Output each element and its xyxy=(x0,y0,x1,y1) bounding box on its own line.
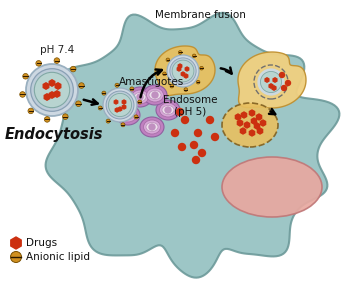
Circle shape xyxy=(108,94,132,117)
Circle shape xyxy=(28,108,34,114)
Circle shape xyxy=(184,88,188,91)
Circle shape xyxy=(172,60,194,82)
Text: Endocytosis: Endocytosis xyxy=(5,127,104,142)
Ellipse shape xyxy=(109,92,127,106)
Ellipse shape xyxy=(143,85,167,105)
Circle shape xyxy=(281,86,287,91)
Polygon shape xyxy=(155,46,215,96)
Ellipse shape xyxy=(162,106,174,114)
Circle shape xyxy=(98,106,102,110)
Circle shape xyxy=(130,87,134,91)
Ellipse shape xyxy=(134,93,146,101)
Circle shape xyxy=(76,101,81,106)
Text: Endosome
(pH 5): Endosome (pH 5) xyxy=(163,95,217,117)
Circle shape xyxy=(134,115,138,119)
Ellipse shape xyxy=(106,89,130,109)
Ellipse shape xyxy=(156,100,180,120)
Circle shape xyxy=(34,72,70,108)
Circle shape xyxy=(198,150,206,157)
Circle shape xyxy=(79,83,84,88)
Circle shape xyxy=(179,143,185,150)
Ellipse shape xyxy=(222,157,322,217)
Ellipse shape xyxy=(144,120,160,134)
Polygon shape xyxy=(238,52,306,108)
Circle shape xyxy=(196,80,200,84)
Circle shape xyxy=(138,100,142,104)
Circle shape xyxy=(261,71,281,93)
Circle shape xyxy=(171,130,179,137)
Circle shape xyxy=(207,117,213,124)
Circle shape xyxy=(11,252,22,263)
Circle shape xyxy=(121,123,125,127)
Circle shape xyxy=(193,157,199,163)
Ellipse shape xyxy=(159,103,176,117)
Ellipse shape xyxy=(112,94,124,104)
Circle shape xyxy=(176,109,184,116)
Text: Amastigotes: Amastigotes xyxy=(119,77,185,87)
Circle shape xyxy=(115,83,119,87)
Circle shape xyxy=(23,73,28,79)
Circle shape xyxy=(182,117,188,124)
Text: Drugs: Drugs xyxy=(26,238,57,248)
Circle shape xyxy=(115,96,121,102)
Circle shape xyxy=(44,117,50,122)
Circle shape xyxy=(279,73,285,78)
Circle shape xyxy=(54,58,60,63)
Circle shape xyxy=(200,66,203,70)
Circle shape xyxy=(286,81,290,86)
Circle shape xyxy=(26,64,78,116)
Circle shape xyxy=(258,68,285,96)
Circle shape xyxy=(192,54,196,58)
Circle shape xyxy=(170,84,174,88)
Ellipse shape xyxy=(146,88,163,102)
Ellipse shape xyxy=(116,105,140,125)
Circle shape xyxy=(106,91,134,119)
Ellipse shape xyxy=(119,108,136,122)
Circle shape xyxy=(152,92,158,98)
Circle shape xyxy=(211,134,219,140)
Ellipse shape xyxy=(122,111,134,119)
Text: Membrane fusion: Membrane fusion xyxy=(155,10,246,20)
Circle shape xyxy=(165,107,171,113)
Circle shape xyxy=(149,124,155,130)
Circle shape xyxy=(137,94,143,100)
Ellipse shape xyxy=(140,117,164,137)
Circle shape xyxy=(103,88,137,122)
Circle shape xyxy=(170,58,196,84)
Ellipse shape xyxy=(146,122,158,132)
Circle shape xyxy=(102,91,106,95)
Circle shape xyxy=(125,112,131,118)
Circle shape xyxy=(166,58,170,62)
Circle shape xyxy=(20,92,25,97)
Circle shape xyxy=(179,51,182,54)
Polygon shape xyxy=(45,13,339,278)
Text: pH 7.4: pH 7.4 xyxy=(40,45,74,55)
Text: Anionic lipid: Anionic lipid xyxy=(26,252,90,262)
Circle shape xyxy=(63,114,68,119)
Ellipse shape xyxy=(149,91,161,99)
Circle shape xyxy=(190,142,197,148)
Circle shape xyxy=(70,66,76,72)
Ellipse shape xyxy=(132,90,148,104)
Circle shape xyxy=(167,55,199,87)
Circle shape xyxy=(162,72,166,76)
Circle shape xyxy=(195,130,201,137)
Ellipse shape xyxy=(222,103,278,147)
Circle shape xyxy=(106,119,110,123)
Circle shape xyxy=(36,60,41,66)
Ellipse shape xyxy=(128,87,152,107)
Circle shape xyxy=(31,69,73,111)
